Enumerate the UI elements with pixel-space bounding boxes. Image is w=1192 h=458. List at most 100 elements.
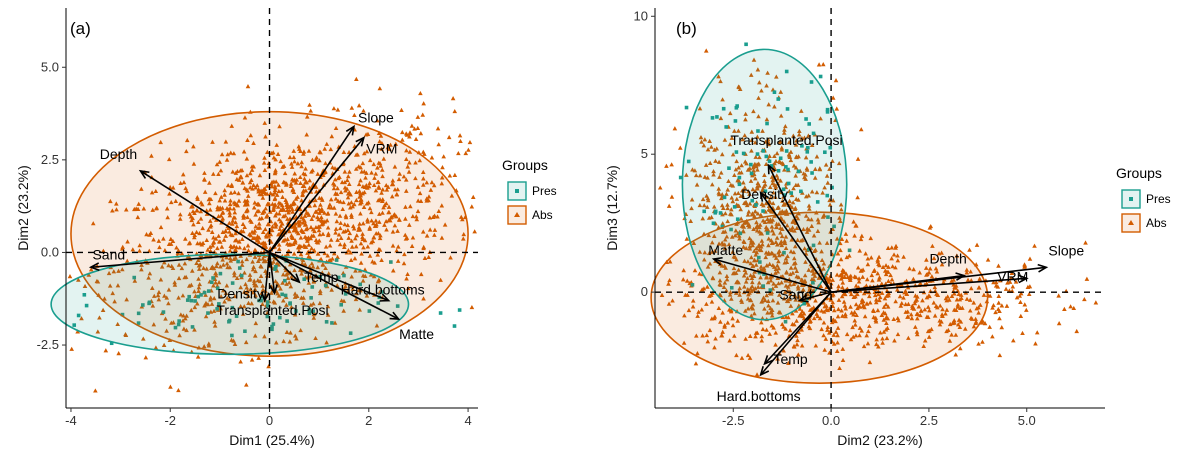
abs-point — [253, 185, 258, 190]
arrow-label: Transplanted.Posi — [730, 132, 842, 148]
abs-point — [269, 150, 274, 156]
abs-point — [424, 233, 430, 238]
abs-point — [427, 227, 433, 232]
abs-point — [362, 273, 368, 278]
abs-point — [762, 297, 768, 303]
abs-point — [115, 283, 121, 288]
abs-point — [841, 291, 847, 296]
x-tick-label: 0.0 — [822, 413, 840, 428]
abs-point — [795, 237, 800, 242]
abs-point — [712, 147, 717, 152]
abs-point — [405, 285, 411, 291]
abs-point — [272, 171, 278, 176]
abs-point — [162, 293, 167, 298]
abs-point — [657, 185, 663, 190]
abs-point — [693, 361, 699, 366]
abs-point — [236, 191, 241, 196]
abs-point — [146, 248, 152, 253]
abs-point — [252, 200, 258, 205]
abs-point — [242, 115, 248, 120]
abs-point — [197, 281, 202, 287]
panel-label: (b) — [676, 19, 697, 38]
abs-point — [830, 95, 836, 100]
abs-point — [295, 245, 301, 250]
abs-point — [821, 300, 827, 305]
abs-point — [758, 264, 764, 269]
abs-point — [234, 275, 240, 281]
abs-point — [873, 297, 879, 302]
abs-point — [852, 309, 857, 315]
abs-point — [271, 204, 277, 209]
abs-point — [232, 210, 238, 215]
abs-point — [795, 216, 801, 221]
abs-point — [390, 229, 396, 234]
abs-point — [724, 273, 730, 279]
legend-item-pres: Pres — [507, 181, 557, 201]
pres-point — [136, 321, 141, 325]
abs-point — [764, 263, 769, 268]
abs-point — [244, 285, 250, 290]
abs-point — [858, 268, 864, 273]
abs-point — [923, 265, 929, 270]
abs-point — [348, 257, 354, 263]
abs-point — [309, 261, 315, 266]
abs-point — [1068, 304, 1073, 309]
abs-point — [209, 265, 214, 270]
abs-point — [926, 334, 932, 339]
abs-point — [1034, 330, 1040, 335]
abs-point — [289, 206, 295, 211]
abs-point — [360, 234, 365, 240]
abs-point — [333, 211, 339, 216]
abs-point — [151, 293, 157, 298]
abs-point — [199, 242, 205, 247]
abs-point — [667, 277, 672, 283]
abs-point — [115, 321, 120, 327]
abs-point — [371, 235, 376, 240]
pres-point — [218, 271, 223, 276]
abs-point — [355, 152, 360, 157]
abs-point — [298, 180, 303, 186]
abs-point — [218, 264, 223, 269]
abs-point — [123, 331, 128, 337]
abs-point — [352, 256, 358, 261]
abs-point — [779, 242, 785, 248]
abs-point — [378, 133, 384, 138]
pres-point — [324, 320, 329, 324]
abs-point — [781, 219, 787, 224]
abs-point — [116, 351, 121, 356]
abs-point — [759, 299, 764, 304]
y-tick-label: 5 — [641, 146, 648, 161]
abs-point — [223, 233, 229, 238]
pres-point — [323, 283, 328, 288]
arrow-head — [379, 293, 391, 302]
abs-point — [268, 190, 273, 196]
abs-point — [417, 158, 423, 163]
abs-point — [705, 147, 711, 152]
abs-point — [765, 310, 770, 315]
pres-point — [342, 273, 346, 278]
abs-point — [110, 290, 115, 296]
abs-point — [206, 196, 212, 201]
abs-point — [170, 185, 176, 190]
abs-point — [316, 217, 321, 222]
abs-point — [244, 187, 250, 192]
abs-point — [932, 284, 938, 290]
legend-item-pres: Pres — [1121, 189, 1171, 209]
abs-point — [745, 212, 751, 217]
abs-point — [234, 223, 240, 229]
abs-point — [811, 233, 817, 238]
abs-point — [313, 157, 319, 162]
abs-point — [284, 329, 290, 334]
abs-point — [344, 186, 350, 191]
abs-point — [226, 225, 231, 231]
abs-point — [110, 208, 115, 213]
abs-point — [162, 247, 168, 253]
abs-point — [194, 301, 200, 306]
abs-point — [698, 135, 704, 140]
abs-point — [279, 188, 285, 193]
abs-point — [223, 290, 229, 295]
abs-point — [291, 199, 296, 205]
abs-point — [159, 264, 165, 269]
abs-point — [390, 178, 396, 183]
pres-point — [234, 314, 239, 318]
